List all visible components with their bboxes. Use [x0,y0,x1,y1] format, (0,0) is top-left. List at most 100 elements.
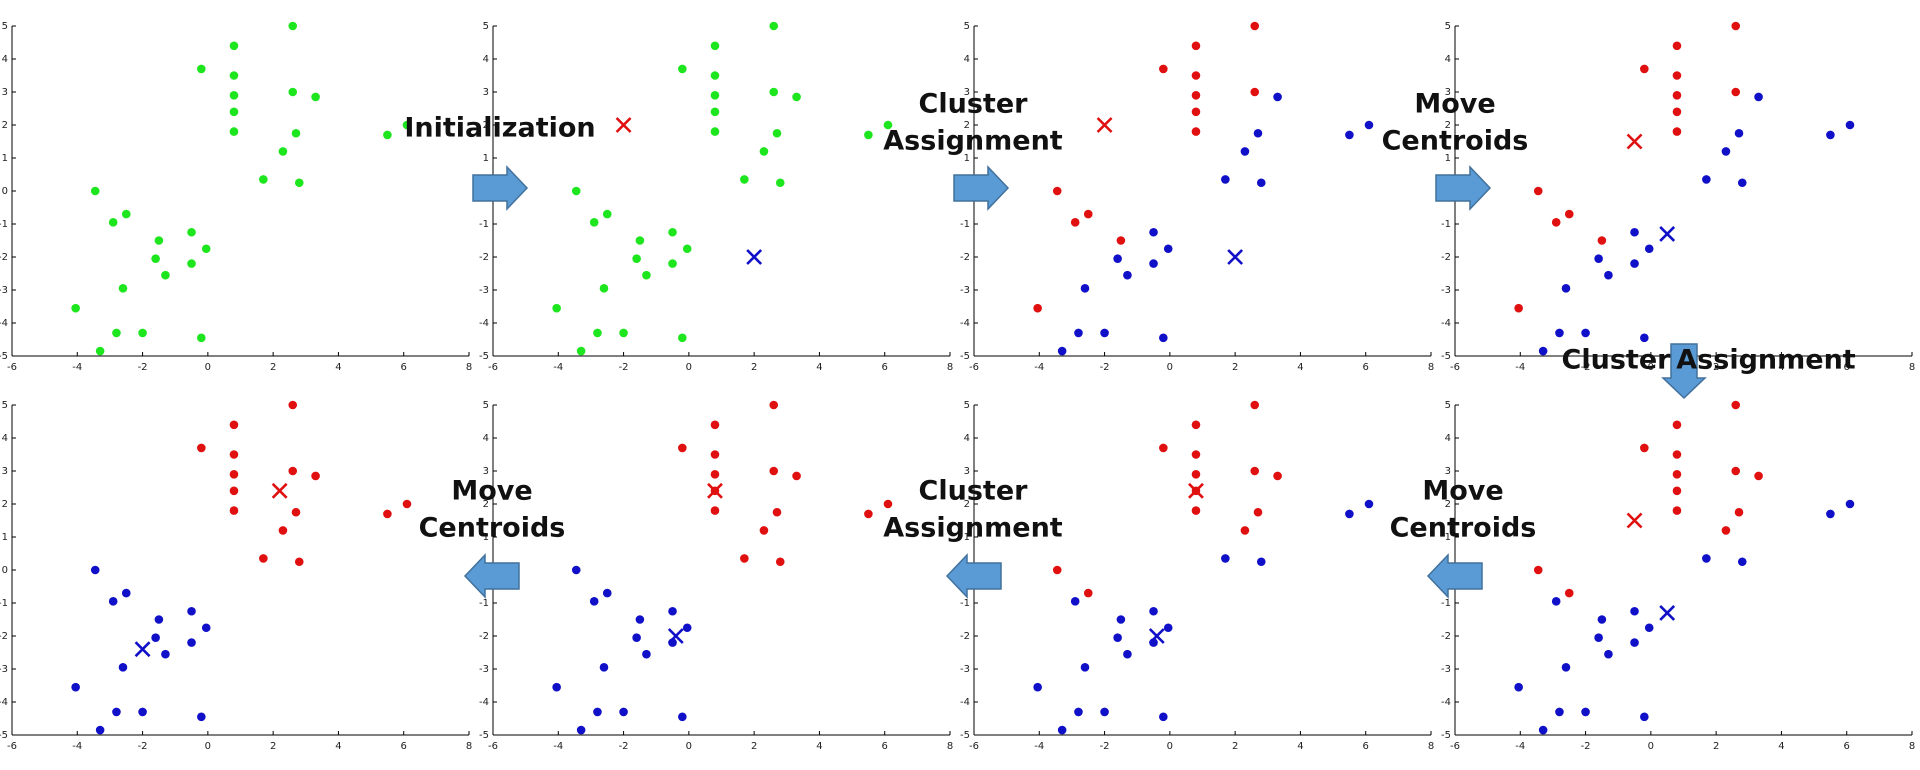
data-point [1256,178,1266,188]
data-point [632,254,641,263]
data-point [1672,420,1682,430]
data-point [1514,303,1523,313]
y-tick-label: -5 [960,351,970,362]
y-tick-label: 4 [964,433,970,444]
x-tick-label: 8 [947,741,953,752]
data-point [740,175,749,184]
x-tick-label: 0 [1648,741,1654,752]
data-point [668,606,677,616]
data-point [112,328,121,338]
y-tick-label: 3 [1445,466,1451,477]
y-tick-label: 4 [1445,54,1451,65]
y-tick-label: -3 [960,285,970,296]
x-tick-label: 2 [1713,741,1719,752]
data-point [792,92,801,102]
flow-arrow [945,553,1002,599]
data-point [229,486,239,496]
data-point [769,21,779,31]
data-point [678,333,687,343]
data-point [1731,400,1741,410]
data-point [229,127,239,136]
y-tick-label: 1 [964,532,970,543]
data-point [1731,466,1741,476]
data-point [1159,443,1168,453]
y-tick-label: 4 [964,54,970,65]
data-point [1561,284,1571,293]
data-point [311,92,320,102]
data-point [1221,554,1230,563]
x-tick-label: 0 [205,362,211,373]
data-point [589,597,599,606]
data-point [710,41,720,51]
y-tick-label: 4 [483,433,489,444]
data-point [710,71,720,80]
x-tick-label: -6 [1450,741,1460,752]
data-point [1123,649,1132,659]
data-point [1100,707,1109,717]
data-point [1533,565,1543,575]
data-point [1640,443,1649,453]
y-tick-label: 2 [1445,499,1451,510]
y-tick-label: 1 [1445,153,1451,164]
data-point [1149,227,1158,237]
data-point [1826,509,1835,519]
data-point [769,400,779,410]
y-tick-label: 5 [483,21,489,32]
data-point [1033,303,1042,313]
y-tick-label: -4 [1441,318,1451,329]
y-tick-label: -1 [1441,219,1451,230]
y-tick-label: -1 [960,219,970,230]
x-tick-label: 2 [1232,741,1238,752]
x-tick-label: 6 [882,741,888,752]
y-tick-label: 1 [483,532,489,543]
step-label: Cluster [919,476,1029,507]
step-label: Assignment [883,513,1063,544]
y-tick-label: -2 [479,252,489,263]
flow-arrow [953,165,1010,211]
data-point [1731,87,1741,97]
y-tick-label: 5 [964,400,970,411]
data-point [769,466,779,476]
data-point [95,346,105,356]
y-tick-label: 4 [1445,433,1451,444]
data-point [1644,623,1654,633]
data-point [1116,615,1126,624]
data-point [1191,71,1201,80]
data-point [1083,209,1093,219]
data-point [383,130,392,140]
data-point [294,557,304,567]
y-tick-label: 3 [1445,87,1451,98]
data-point [1630,259,1639,268]
data-point [138,328,147,338]
data-point [635,236,645,245]
data-point [402,499,412,509]
centroid [1659,604,1676,621]
centroid [707,482,723,499]
data-point [1561,663,1571,672]
data-point [1080,284,1090,293]
x-tick-label: -4 [1034,741,1044,752]
data-point [138,707,147,717]
data-point [1256,557,1266,567]
step-label: Centroids [1390,513,1537,544]
data-point [1737,557,1747,567]
data-point [769,87,779,97]
data-point [1345,509,1354,519]
data-point [1149,606,1158,616]
step-label: Centroids [1382,126,1529,157]
x-tick-label: -2 [1581,362,1591,373]
x-tick-label: 4 [1297,362,1303,373]
y-tick-label: -2 [0,252,8,263]
data-point [710,420,720,430]
data-point [642,649,651,659]
data-point [740,554,749,563]
data-point [1564,209,1574,219]
x-tick-label: 2 [1713,362,1719,373]
data-point [112,707,121,717]
y-tick-label: -5 [0,730,8,741]
data-point [1191,91,1201,100]
data-point [1731,21,1741,31]
y-tick-label: 4 [2,433,8,444]
data-point [1737,178,1747,188]
data-point [589,218,599,227]
